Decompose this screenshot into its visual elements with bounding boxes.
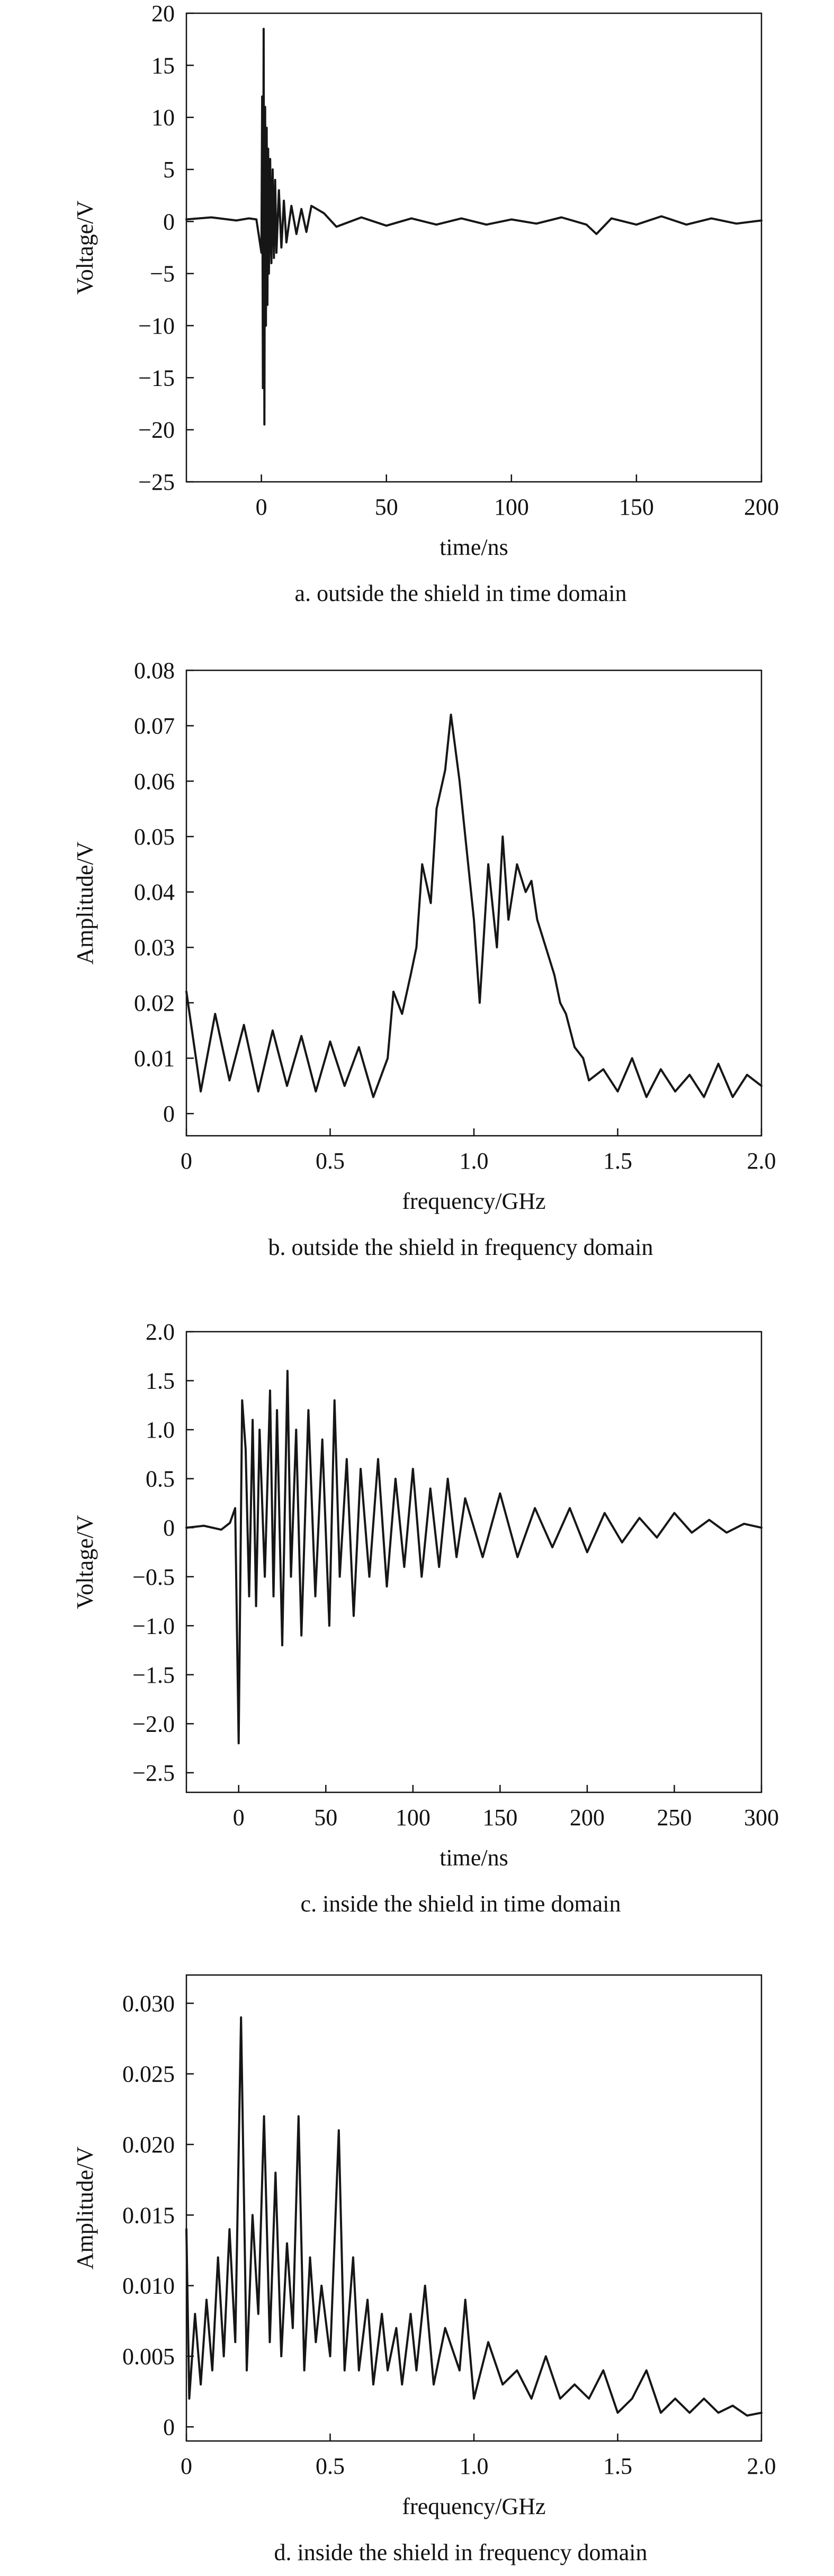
y-tick-label: −15 — [138, 365, 175, 391]
y-tick-label: −0.5 — [132, 1564, 175, 1590]
y-tick-label: 0.010 — [122, 2273, 175, 2299]
x-tick-label: 150 — [619, 494, 654, 520]
y-tick-label: −20 — [138, 417, 175, 443]
y-tick-label: 0.015 — [122, 2202, 175, 2228]
x-tick-label: 0 — [256, 494, 267, 520]
y-tick-label: 15 — [151, 52, 175, 78]
x-tick-label: 50 — [314, 1805, 337, 1830]
plot-frame — [185, 1331, 763, 1793]
y-tick-label: 0.025 — [122, 2061, 175, 2087]
y-axis-label: Voltage/V — [72, 1515, 98, 1609]
y-tick-label: 0.01 — [134, 1046, 175, 1072]
y-tick-label: 0.07 — [134, 713, 175, 739]
y-tick-label: 5 — [163, 157, 175, 183]
y-tick-label: 10 — [151, 105, 175, 131]
y-tick-label: 0 — [163, 1515, 175, 1541]
x-tick-label: 1.5 — [603, 1148, 632, 1174]
series-line — [185, 2016, 763, 2417]
x-axis-label: time/ns — [440, 1845, 508, 1871]
y-tick-label: −1.5 — [132, 1662, 175, 1688]
x-tick-label: 2.0 — [747, 2453, 776, 2479]
y-tick-label: 0.030 — [122, 1990, 175, 2016]
y-tick-label: 1.0 — [146, 1417, 175, 1443]
y-tick-label: 2.0 — [146, 1319, 175, 1345]
x-tick-label: 250 — [657, 1805, 692, 1830]
series-line — [185, 28, 763, 426]
y-tick-label: −2.0 — [132, 1711, 175, 1737]
y-tick-label: 0.5 — [146, 1466, 175, 1492]
panel-b-frequency-domain-outside: 0.08 0.07 0.06 0.05 0.04 0.03 0.02 0.01 00 0.5 1.0… — [72, 658, 776, 1260]
x-tick-label: 100 — [494, 494, 529, 520]
panel-caption: c. inside the shield in time domain — [301, 1891, 621, 1917]
y-tick-label: −2.5 — [132, 1760, 175, 1786]
x-tick-label: 1.5 — [603, 2453, 632, 2479]
y-tick-label: −10 — [138, 313, 175, 339]
x-axis-label: frequency/GHz — [402, 2493, 545, 2519]
y-axis-label: Amplitude/V — [72, 841, 98, 964]
plot-frame — [185, 1974, 763, 2442]
plot-frame — [185, 12, 763, 483]
x-tick-label: 2.0 — [747, 1148, 776, 1174]
series-line — [185, 713, 763, 1098]
y-tick-label: 20 — [151, 1, 175, 26]
x-tick-label: 0.5 — [316, 1148, 345, 1174]
x-tick-label: 0 — [181, 1148, 192, 1174]
x-tick-label: 150 — [482, 1805, 517, 1830]
y-tick-label: 0.08 — [134, 658, 175, 684]
y-tick-label: 0 — [163, 1101, 175, 1127]
panel-c-time-domain-inside: 2.0 1.5 1.0 0.5 0 −0.5 −1.0 −1.5 −2.0 −2.5 0 50 100 1… — [72, 1319, 779, 1917]
y-tick-label: 0 — [163, 2414, 175, 2440]
x-tick-label: 200 — [570, 1805, 605, 1830]
x-tick-label: 300 — [744, 1805, 779, 1830]
y-tick-label: 0.005 — [122, 2344, 175, 2369]
panel-d-frequency-domain-inside: 0.030 0.025 0.020 0.015 0.010 0.005 00 0.5 1.0 1.… — [72, 1974, 776, 2565]
plot-frame — [185, 669, 763, 1137]
x-axis-label: frequency/GHz — [402, 1188, 545, 1214]
panel-caption: a. outside the shield in time domain — [295, 580, 627, 606]
y-tick-label: 0.02 — [134, 990, 175, 1016]
y-tick-label: −5 — [150, 261, 175, 287]
y-tick-label: 0.020 — [122, 2132, 175, 2158]
x-tick-label: 100 — [396, 1805, 431, 1830]
y-tick-label: 0.05 — [134, 824, 175, 850]
x-axis-label: time/ns — [440, 534, 508, 560]
panel-caption: d. inside the shield in frequency domain — [274, 2539, 647, 2565]
panel-caption: b. outside the shield in frequency domai… — [268, 1234, 653, 1260]
x-tick-label: 1.0 — [460, 2453, 489, 2479]
y-tick-label: 1.5 — [146, 1368, 175, 1394]
x-tick-label: 0.5 — [316, 2453, 345, 2479]
y-tick-label: 0.06 — [134, 768, 175, 794]
series-line — [185, 1370, 763, 1745]
y-tick-label: 0 — [163, 209, 175, 235]
x-tick-label: 0 — [181, 2453, 192, 2479]
x-tick-label: 50 — [375, 494, 398, 520]
y-tick-label: 0.03 — [134, 935, 175, 961]
y-tick-label: −25 — [138, 469, 175, 495]
y-tick-label: 0.04 — [134, 879, 175, 905]
y-axis-label: Amplitude/V — [72, 2147, 98, 2269]
x-tick-label: 1.0 — [460, 1148, 489, 1174]
y-tick-label: −1.0 — [132, 1613, 175, 1639]
y-axis-label: Voltage/V — [72, 200, 98, 294]
x-tick-label: 0 — [233, 1805, 245, 1830]
x-tick-label: 200 — [744, 494, 779, 520]
